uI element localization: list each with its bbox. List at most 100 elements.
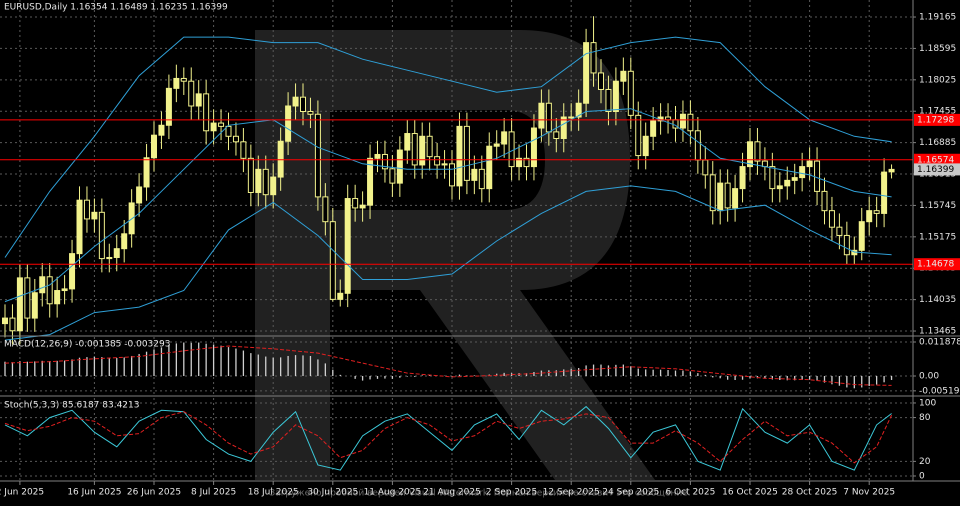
y-tick-label: 0.011878	[919, 338, 960, 348]
logo-leg	[420, 290, 655, 480]
candle-body	[501, 131, 508, 145]
candle-body	[314, 113, 321, 198]
candle-body	[419, 135, 426, 166]
candle-body	[76, 199, 83, 255]
candle-body	[538, 102, 545, 129]
x-tick-label: 2 Sep 2025	[486, 488, 537, 498]
candle-body	[784, 179, 791, 187]
data-layer	[0, 16, 913, 471]
panel-title: MACD(12,26,9) -0.001385 -0.003293	[4, 340, 170, 350]
candle-body	[39, 276, 46, 294]
candle-body	[54, 290, 61, 305]
y-tick-label: 1.15175	[919, 232, 956, 242]
candle-body	[694, 130, 701, 161]
x-tick-label: 30 Jul 2025	[307, 488, 358, 498]
candle-body	[352, 198, 359, 209]
y-tick-label: 0	[919, 471, 925, 481]
candle-body	[165, 87, 172, 126]
candle-body	[530, 127, 537, 168]
y-tick-label: 1.14035	[919, 295, 956, 305]
candle-body	[307, 111, 314, 115]
x-tick-label: 24 Sep 2025	[602, 488, 659, 498]
candle-body	[389, 168, 396, 184]
level-label: 1.14678	[917, 260, 954, 270]
candle-body	[598, 72, 604, 90]
candle-body	[91, 211, 98, 220]
candle-body	[553, 131, 560, 139]
stoch-signal	[4, 411, 893, 464]
candle-body	[717, 182, 724, 212]
y-tick-label: 1.13465	[919, 327, 956, 337]
x-tick-label: 6 Oct 2025	[665, 488, 715, 498]
candle-body	[523, 157, 530, 168]
candle-body	[210, 122, 217, 132]
y-tick-label: 100	[919, 398, 936, 408]
candle-body	[240, 141, 247, 159]
y-tick-label: 1.18595	[919, 44, 956, 54]
candle-body	[724, 182, 731, 209]
candle-body	[650, 120, 657, 137]
candle-body	[583, 42, 590, 104]
candle-body	[620, 70, 627, 82]
candle-body	[881, 171, 888, 214]
candle-body	[16, 277, 23, 332]
candle-body	[702, 159, 709, 176]
panel-title: Stoch(5,3,3) 85.6187 83.4213	[4, 401, 139, 411]
candle-body	[456, 125, 463, 187]
candle-body	[463, 125, 470, 181]
candle-body	[747, 141, 753, 168]
label-layer: 2 Jun 2025 16 Jun 2025 26 Jun 2025 8 Jul 20…	[0, 3, 960, 498]
candle-body	[590, 42, 597, 74]
bollinger-band	[4, 108, 892, 303]
candle-body	[508, 131, 515, 168]
candle-body	[203, 93, 210, 132]
y-tick-label: 20	[919, 457, 931, 467]
candle-body	[69, 253, 76, 290]
candle-body	[136, 186, 143, 204]
candle-body	[612, 80, 619, 113]
candle-body	[2, 317, 8, 325]
candle-body	[31, 292, 38, 319]
candle-body	[143, 157, 150, 188]
candle-body	[665, 116, 672, 121]
candle-body	[605, 88, 612, 113]
y-tick-label: 1.17455	[919, 107, 956, 117]
candle-body	[329, 221, 336, 300]
candle-body	[381, 153, 388, 170]
candle-body	[516, 157, 523, 168]
candle-body	[426, 135, 433, 158]
logo-stem	[255, 30, 330, 480]
candle-body	[806, 160, 813, 168]
candle-body	[113, 248, 120, 258]
candle-body	[232, 135, 239, 143]
bollinger-band	[4, 185, 892, 341]
candle-body	[493, 143, 500, 147]
y-tick-label: 1.18025	[919, 75, 956, 85]
y-tick-label: -0.00519	[919, 386, 960, 396]
candle-body	[843, 234, 850, 256]
candle-body	[262, 168, 269, 196]
candle-body	[277, 140, 284, 178]
last-price-label: 1.16399	[917, 165, 954, 175]
candle-body	[46, 276, 53, 305]
candle-body	[404, 133, 411, 151]
candle-body	[441, 163, 448, 166]
candle-body	[888, 168, 895, 173]
candle-body	[866, 210, 873, 223]
x-tick-label: 28 Oct 2025	[782, 488, 838, 498]
candle-body	[449, 163, 455, 187]
candle-body	[173, 77, 180, 89]
y-tick-label: 1.16885	[919, 138, 956, 148]
candle-body	[300, 96, 306, 113]
candle-body	[396, 149, 403, 184]
x-tick-label: 16 Jun 2025	[67, 488, 121, 498]
x-tick-label: 12 Sep 2025	[543, 488, 600, 498]
candle-body	[739, 166, 746, 190]
candle-body	[754, 141, 761, 162]
candle-body	[836, 226, 843, 236]
x-tick-label: 7 Nov 2025	[843, 488, 895, 498]
candle-body	[471, 168, 478, 181]
candle-body	[769, 166, 776, 190]
